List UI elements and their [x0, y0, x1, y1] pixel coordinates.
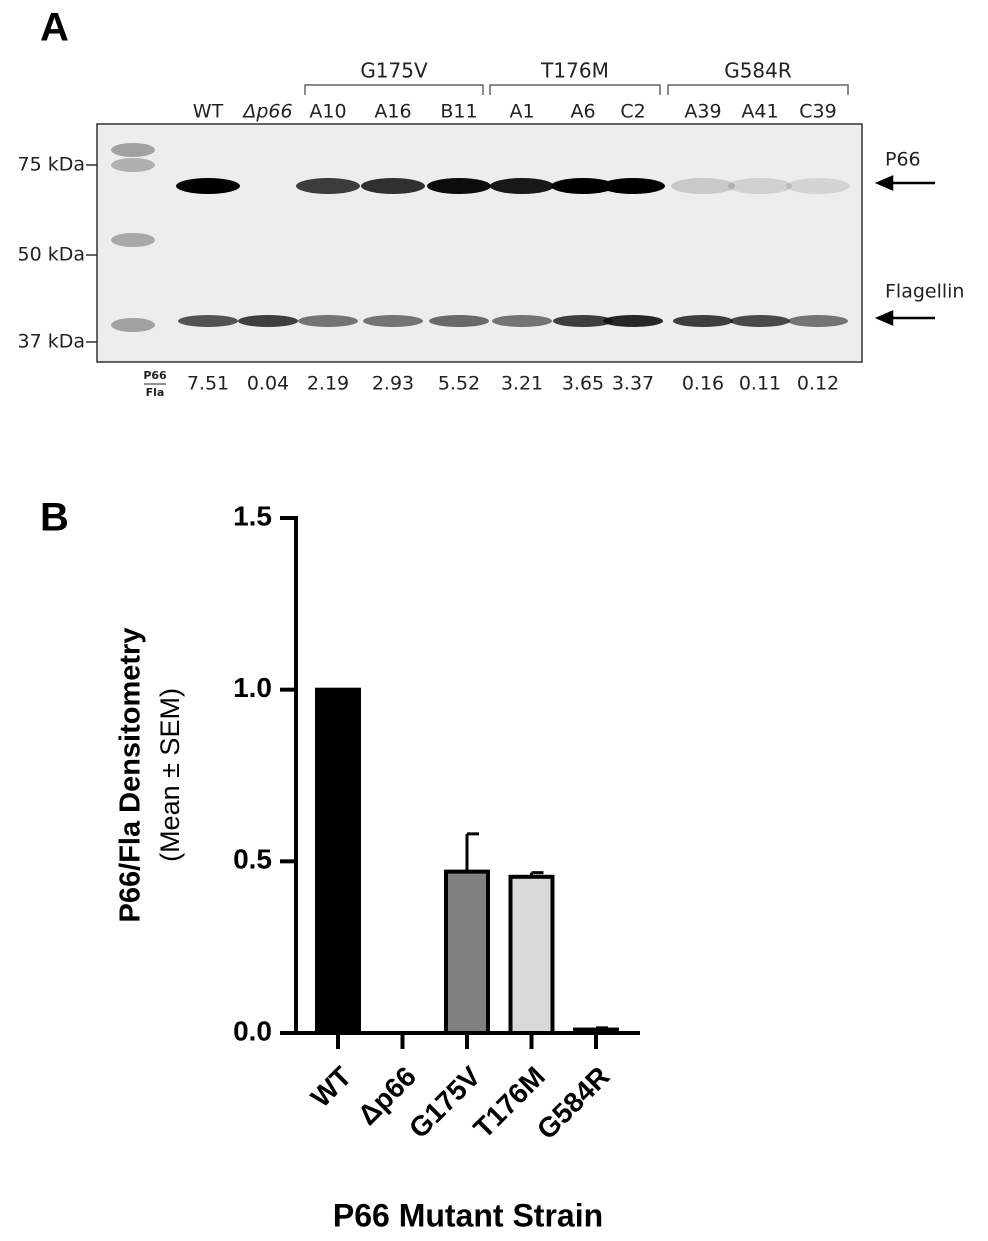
band: [238, 315, 298, 327]
lane-label: A16: [374, 101, 411, 123]
y-axis-subtitle: (Mean ± SEM): [155, 688, 185, 862]
lane-label: C2: [620, 101, 645, 123]
band-label: P66: [885, 149, 921, 171]
group-bracket: [304, 84, 484, 95]
band: [363, 315, 423, 327]
x-tick-label: G175V: [403, 1060, 487, 1144]
lane-label: WT: [193, 101, 224, 123]
bar: [508, 874, 555, 1035]
bar: [573, 1027, 619, 1035]
lane-label: A6: [570, 101, 595, 123]
bar-chart: B 0.0 0.5 1.0 1.5 P66/Fla Densitometry (Mean ±…: [40, 496, 640, 1233]
ratio-value: 5.52: [438, 373, 480, 395]
bar: [444, 869, 490, 1036]
panel-label: A: [40, 6, 69, 50]
lane-label: Δp66: [241, 101, 292, 123]
marker-label: 75 kDa: [18, 154, 86, 176]
ratio-value: 7.51: [187, 373, 229, 395]
ratio-value: 3.37: [612, 373, 654, 395]
lane-label: A1: [509, 101, 534, 123]
band: [296, 178, 360, 194]
group-bracket: [667, 84, 849, 95]
ladder-band: [111, 158, 155, 172]
band: [673, 315, 733, 327]
x-tick-label: WT: [305, 1061, 358, 1114]
ladder-band: [111, 143, 155, 157]
band-label: Flagellin: [885, 281, 964, 303]
marker-label: 50 kDa: [18, 244, 86, 266]
lane-label: A41: [741, 101, 778, 123]
band: [553, 315, 613, 327]
ladder-band: [111, 233, 155, 247]
band: [490, 178, 554, 194]
band: [178, 315, 238, 327]
arrow-head: [874, 175, 894, 191]
y-tick-label: 0.0: [233, 1015, 272, 1046]
ladder-band: [111, 318, 155, 332]
band: [492, 315, 552, 327]
band: [728, 178, 792, 194]
y-axis-title: P66/Fla Densitometry: [115, 628, 147, 923]
ratio-value: 0.12: [797, 373, 839, 395]
ratio-value: 2.93: [372, 373, 414, 395]
band: [429, 315, 489, 327]
ratio-value: 3.65: [562, 373, 604, 395]
x-tick-label: G584R: [531, 1061, 616, 1146]
group-label: G584R: [724, 59, 792, 83]
group-bracket: [489, 84, 661, 95]
ratio-value: 2.19: [307, 373, 349, 395]
group-label: G175V: [360, 59, 428, 83]
band: [298, 315, 358, 327]
group-label: T176M: [540, 59, 609, 83]
band: [361, 178, 425, 194]
y-tick-label: 1.0: [233, 672, 272, 703]
lane-label: B11: [440, 101, 477, 123]
x-axis-title: P66 Mutant Strain: [333, 1197, 603, 1233]
y-tick-label: 0.5: [233, 844, 272, 875]
band: [730, 315, 790, 327]
band: [786, 178, 850, 194]
ratio-value: 0.04: [247, 373, 289, 395]
arrows: [874, 175, 935, 326]
panel-label: B: [40, 496, 69, 540]
band: [788, 315, 848, 327]
band: [427, 178, 491, 194]
y-tick-label: 1.5: [233, 500, 272, 531]
lane-label: A10: [309, 101, 346, 123]
marker-label: 37 kDa: [18, 331, 86, 353]
band: [603, 315, 663, 327]
lane-label: A39: [684, 101, 721, 123]
band: [551, 178, 615, 194]
bar: [315, 687, 361, 1036]
band: [671, 178, 735, 194]
arrow-head: [874, 310, 894, 326]
ratio-numerator: P66: [143, 369, 167, 382]
ratio-value: 0.11: [739, 373, 781, 395]
ratio-value: 0.16: [682, 373, 724, 395]
lane-label: C39: [799, 101, 836, 123]
ratio-denominator: Fla: [146, 386, 165, 399]
band: [601, 178, 665, 194]
band: [176, 178, 240, 194]
ratio-value: 3.21: [501, 373, 543, 395]
